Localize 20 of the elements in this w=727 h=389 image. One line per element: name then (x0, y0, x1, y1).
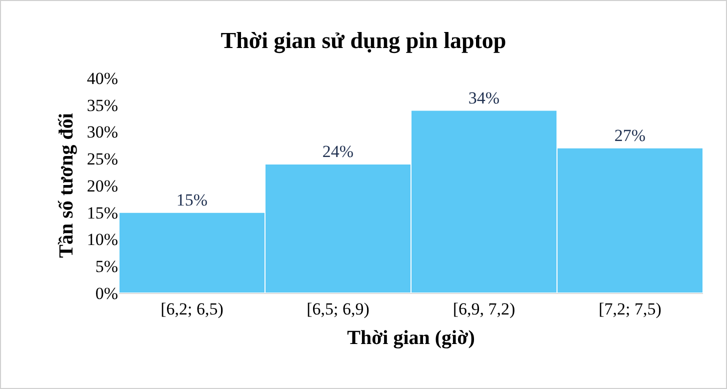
y-tick-label: 20% (86, 176, 118, 196)
data-label: 24% (322, 142, 354, 161)
y-axis-title: Tần số tương đối (55, 112, 78, 258)
x-tick-label: [6,2; 6,5) (160, 299, 224, 318)
data-label: 27% (614, 126, 646, 145)
chart-title: Thời gian sử dụng pin laptop (220, 28, 506, 54)
y-tick-label: 35% (86, 96, 118, 115)
y-tick-label: 10% (86, 230, 118, 250)
data-label: 34% (468, 88, 500, 108)
y-tick-label: 30% (86, 122, 118, 142)
x-axis-title: Thời gian (giờ) (347, 326, 475, 349)
y-tick-label: 40% (86, 68, 118, 88)
y-tick-label: 25% (86, 150, 118, 169)
data-label: 15% (176, 190, 208, 210)
x-tick-label: [6,5; 6,9) (306, 299, 370, 318)
y-tick-label: 15% (86, 203, 118, 222)
x-tick-label: [6,9, 7,2) (452, 299, 516, 318)
y-tick-label: 5% (95, 257, 118, 276)
x-tick-label: [7,2; 7,5) (598, 299, 662, 318)
y-tick-label: 0% (95, 284, 118, 303)
